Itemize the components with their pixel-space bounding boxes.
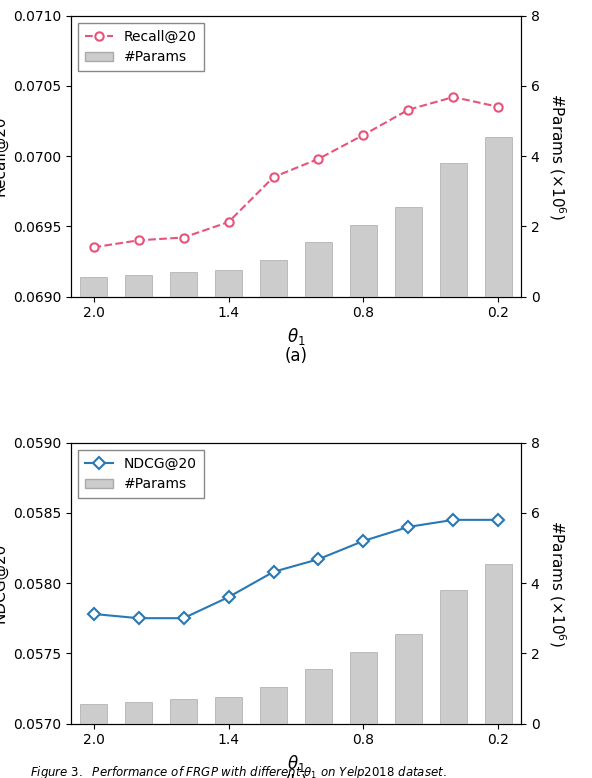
Bar bbox=[170, 699, 197, 724]
Bar bbox=[440, 590, 467, 724]
Y-axis label: #Params (×10$^6$): #Params (×10$^6$) bbox=[546, 93, 567, 219]
Bar bbox=[350, 651, 377, 724]
Bar bbox=[350, 225, 377, 296]
Legend: NDCG@20, #Params: NDCG@20, #Params bbox=[78, 450, 204, 499]
Bar bbox=[170, 272, 197, 296]
Bar bbox=[80, 704, 107, 724]
Text: (a): (a) bbox=[285, 347, 307, 365]
Y-axis label: Recall@20: Recall@20 bbox=[0, 116, 7, 196]
Bar bbox=[125, 275, 152, 296]
Bar bbox=[440, 163, 467, 296]
Bar bbox=[125, 703, 152, 724]
Y-axis label: #Params (×10$^6$): #Params (×10$^6$) bbox=[546, 520, 567, 647]
Bar bbox=[485, 564, 512, 724]
Bar bbox=[260, 260, 287, 296]
X-axis label: $\theta_1$: $\theta_1$ bbox=[287, 753, 305, 774]
Bar bbox=[305, 242, 332, 296]
Bar bbox=[215, 697, 242, 724]
Bar bbox=[215, 270, 242, 296]
Bar bbox=[395, 207, 422, 296]
Bar bbox=[80, 277, 107, 296]
Legend: Recall@20, #Params: Recall@20, #Params bbox=[78, 23, 204, 72]
Bar bbox=[395, 634, 422, 724]
Text: $\it{Figure\ 3.\ \ Performance\ of\ FRGP\ with\ different\ \theta_1\ on\ Yelp201: $\it{Figure\ 3.\ \ Performance\ of\ FRGP… bbox=[30, 765, 446, 778]
Bar bbox=[485, 137, 512, 296]
Y-axis label: NDCG@20: NDCG@20 bbox=[0, 543, 8, 623]
Text: (b): (b) bbox=[284, 774, 308, 778]
X-axis label: $\theta_1$: $\theta_1$ bbox=[287, 326, 305, 347]
Bar bbox=[305, 669, 332, 724]
Bar bbox=[260, 687, 287, 724]
